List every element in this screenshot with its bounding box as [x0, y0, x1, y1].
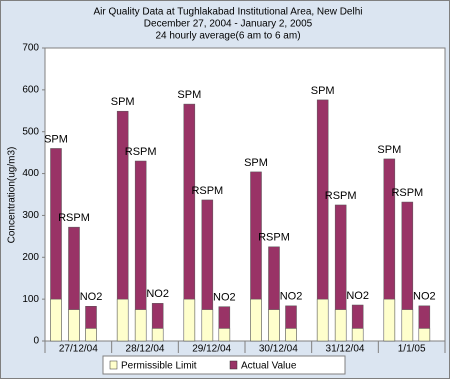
bar-label: NO2 — [213, 292, 236, 304]
y-tick-label: 600 — [22, 84, 39, 95]
y-tick-label: 400 — [22, 168, 39, 179]
bar-label: NO2 — [146, 288, 169, 300]
bar-label: RSPM — [391, 187, 423, 199]
bar-label: SPM — [111, 96, 135, 108]
x-tick-label: 28/12/04 — [126, 344, 165, 355]
bar-label: NO2 — [280, 291, 303, 303]
bar — [285, 328, 297, 342]
bar-label: NO2 — [80, 291, 103, 303]
chart-title: Air Quality Data at Tughlakabad Institut… — [93, 7, 362, 18]
bar — [134, 309, 147, 342]
bar — [418, 328, 431, 342]
bar — [351, 328, 364, 342]
bar-label: SPM — [377, 144, 401, 156]
bar-label: SPM — [311, 85, 335, 97]
bar — [116, 298, 129, 342]
bar-label: NO2 — [346, 290, 369, 302]
bar-label: RSPM — [325, 190, 357, 202]
plot-area — [44, 47, 446, 342]
bar — [201, 309, 214, 342]
legend-label: Actual Value — [241, 361, 297, 372]
bar — [383, 298, 396, 342]
y-tick-label: 700 — [22, 43, 39, 54]
bar — [334, 309, 347, 342]
bar — [250, 298, 262, 342]
y-tick-label: 200 — [22, 252, 39, 263]
legend-swatch — [109, 360, 118, 370]
bar — [401, 309, 414, 342]
bar — [85, 328, 97, 342]
legend — [102, 355, 346, 375]
x-tick-label: 31/12/04 — [326, 344, 365, 355]
y-tick-label: 500 — [22, 126, 39, 137]
bar-label: RSPM — [58, 212, 90, 224]
bar — [50, 298, 62, 342]
bar — [68, 309, 80, 342]
bar — [268, 309, 280, 342]
x-tick-label: 1/1/05 — [398, 344, 426, 355]
y-tick-label: 0 — [33, 336, 39, 347]
bar-label: RSPM — [258, 232, 290, 244]
x-tick-label: 27/12/04 — [59, 344, 98, 355]
bar-label: RSPM — [191, 185, 223, 197]
bar-label: NO2 — [413, 291, 436, 303]
bar — [218, 328, 231, 342]
bar — [183, 298, 196, 342]
bar-label: RSPM — [125, 146, 157, 158]
bar-label: SPM — [177, 89, 201, 101]
bar — [151, 328, 164, 342]
bar — [316, 298, 329, 342]
bar-label: SPM — [44, 133, 68, 145]
bar-label: SPM — [244, 157, 268, 169]
y-tick-label: 100 — [22, 294, 39, 305]
x-tick-label: 29/12/04 — [192, 344, 231, 355]
y-axis-label: Concentration(ug/m3) — [7, 147, 18, 244]
chart-subtitle: 24 hourly average(6 am to 6 am) — [155, 31, 300, 42]
x-tick-label: 30/12/04 — [259, 344, 298, 355]
chart-subtitle: December 27, 2004 - January 2, 2005 — [144, 19, 313, 30]
legend-label: Permissible Limit — [121, 361, 197, 372]
y-tick-label: 300 — [22, 210, 39, 221]
legend-swatch — [229, 360, 238, 370]
